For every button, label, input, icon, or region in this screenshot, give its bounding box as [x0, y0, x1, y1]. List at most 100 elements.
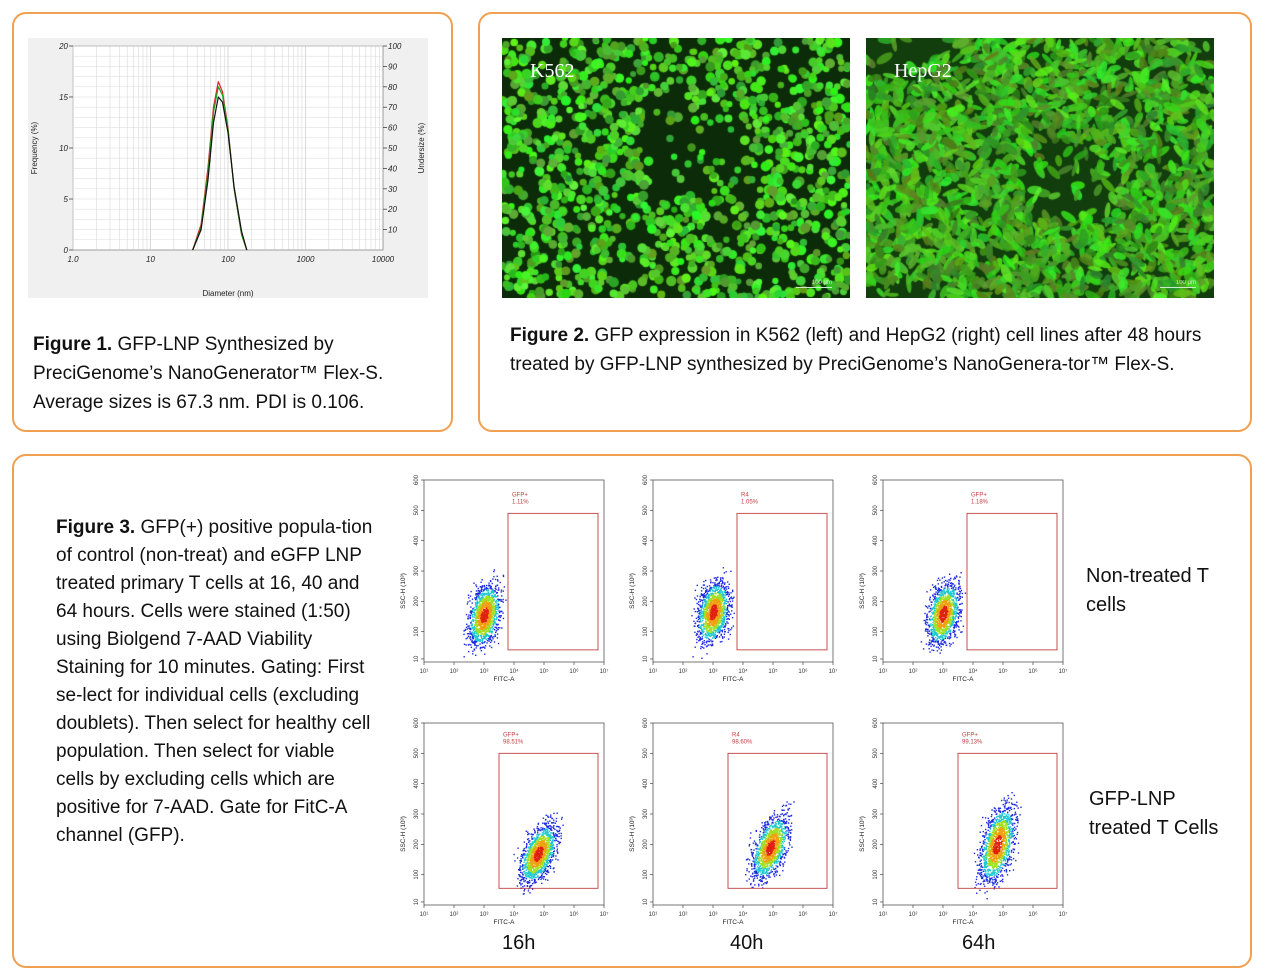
y-axis-label: SSC-H (10³) [400, 816, 407, 852]
y2-tick-label: 70 [388, 103, 397, 112]
event-cloud [745, 801, 795, 889]
x-tick-label: 10¹ [879, 669, 888, 675]
hepg2-scale-text: 100 μm [1175, 280, 1196, 286]
y2-tick-label: 80 [388, 83, 397, 92]
x-axis-label: FITC-A [723, 676, 745, 683]
y-tick-label: 10 [873, 655, 879, 662]
x-tick-label: 10¹ [649, 669, 658, 675]
y-tick-label: 300 [414, 565, 420, 576]
flow-plot-r0-c0: GFP+1.11% 10¹ 10² 10³ 10⁴ 10⁵ 10⁶ 10⁷ 10 100 200 30… [400, 474, 608, 683]
x-axis-label: FITC-A [953, 676, 975, 683]
x-tick-label: 10⁵ [539, 668, 549, 675]
gate-box [736, 512, 828, 651]
size-distribution-chart: 1.0 10 100 1000 10000 0 5 10 15 20 10 20 30 40 50 60 70 8… [28, 38, 428, 298]
x-axis-label: FITC-A [494, 919, 516, 926]
y-tick-label: 300 [873, 808, 879, 819]
gate-label: GFP+ [962, 732, 978, 738]
x-tick-label: 10⁷ [1059, 911, 1068, 918]
y-tick-label: 400 [643, 535, 649, 546]
gate-label: GFP+ [971, 492, 987, 498]
time-label-64h: 64h [962, 932, 996, 954]
figure3-caption-bold: Figure 3. [56, 517, 136, 538]
y-tick-label: 5 [64, 195, 69, 204]
y-tick-label: 600 [414, 717, 420, 728]
x-tick-label: 10⁴ [738, 911, 748, 918]
gate-label: GFP+ [512, 492, 528, 498]
y-tick-label: 600 [873, 474, 879, 485]
x-tick-label: 100 [221, 255, 235, 264]
x-tick-label: 10⁵ [998, 911, 1008, 918]
x-tick-label: 10⁷ [829, 668, 838, 675]
x-tick-label: 10⁶ [1028, 911, 1038, 918]
y2-tick-label: 10 [388, 226, 397, 235]
plot-frame [652, 479, 834, 663]
k562-scale-text: 100 μm [811, 280, 832, 286]
y-tick-label: 200 [414, 839, 420, 850]
gate-box [966, 512, 1058, 651]
figure1-caption-bold: Figure 1. [33, 334, 113, 355]
y-tick-label: 100 [643, 626, 649, 637]
k562-micrograph: K562 100 μm [502, 38, 850, 298]
x-tick-label: 10⁵ [768, 668, 778, 675]
x-axis-label: FITC-A [723, 919, 745, 926]
y-tick-label: 200 [414, 596, 420, 607]
x-tick-label: 10⁴ [509, 911, 519, 918]
flow-plot-r0-c1: R41.05% 10¹ 10² 10³ 10⁴ 10⁵ 10⁶ 10⁷ 10 100 200 300 4… [629, 474, 838, 683]
x-tick-label: 10³ [480, 912, 489, 918]
x-axis-label: Diameter (nm) [202, 289, 253, 298]
k562-micrograph-canvas [502, 38, 850, 298]
time-label-40h: 40h [730, 932, 764, 954]
x-tick-label: 10³ [480, 669, 489, 675]
y-axis-label: SSC-H (10³) [629, 816, 636, 852]
x-tick-label: 10³ [709, 669, 718, 675]
flow-plot-r0-c2: GFP+1.18% 10¹ 10² 10³ 10⁴ 10⁵ 10⁶ 10⁷ 10 100 200 30… [859, 474, 1067, 683]
y-tick-label: 400 [873, 535, 879, 546]
y2-tick-label: 60 [388, 124, 397, 133]
y-tick-label: 500 [643, 748, 649, 759]
y-tick-label: 100 [873, 626, 879, 637]
event-cloud [463, 569, 507, 658]
x-tick-label: 10² [679, 912, 688, 918]
x-tick-label: 10³ [939, 669, 948, 675]
x-tick-label: 10² [450, 912, 459, 918]
y-tick-label: 100 [414, 626, 420, 637]
y-tick-label: 400 [414, 778, 420, 789]
y-tick-label: 10 [873, 898, 879, 905]
gate-box [507, 512, 599, 651]
y-tick-label: 10 [414, 898, 420, 905]
gate-percent: 99.13% [962, 739, 983, 745]
event-cloud [513, 812, 564, 895]
y-axis-label: SSC-H (10³) [859, 573, 866, 609]
x-tick-label: 10² [679, 669, 688, 675]
y-axis-label: Frequency (%) [30, 121, 39, 174]
y-tick-label: 15 [59, 93, 68, 102]
x-axis-label: FITC-A [494, 676, 516, 683]
y-tick-label: 600 [873, 717, 879, 728]
x-tick-label: 10² [450, 669, 459, 675]
hepg2-label: HepG2 [894, 60, 952, 82]
gate-box [727, 752, 828, 889]
y-tick-label: 500 [873, 748, 879, 759]
x-tick-label: 10³ [939, 912, 948, 918]
x-tick-label: 10⁵ [998, 668, 1008, 675]
y2-tick-label: 100 [388, 42, 402, 51]
size-distribution-svg: 1.0 10 100 1000 10000 0 5 10 15 20 10 20 30 40 50 60 70 8… [30, 42, 426, 298]
y-tick-label: 500 [414, 748, 420, 759]
y-axis-label: SSC-H (10³) [400, 573, 407, 609]
y-tick-label: 300 [414, 808, 420, 819]
x-tick-label: 10⁶ [798, 911, 808, 918]
figure2-caption: Figure 2. GFP expression in K562 (left) … [510, 321, 1230, 379]
y2-axis-label: Undersize (%) [417, 122, 426, 173]
flow-plot-r1-c0: GFP+98.51% 10¹ 10² 10³ 10⁴ 10⁵ 10⁶ 10⁷ 10 100 200 3… [400, 717, 608, 926]
y2-tick-label: 40 [388, 164, 397, 173]
y-tick-label: 20 [58, 42, 68, 51]
plot-frame [882, 479, 1064, 663]
x-tick-label: 10¹ [420, 669, 429, 675]
y-axis-label: SSC-H (10³) [859, 816, 866, 852]
y-tick-label: 300 [873, 565, 879, 576]
x-axis-label: FITC-A [953, 919, 975, 926]
gate-label: GFP+ [503, 732, 519, 738]
y-tick-label: 100 [873, 869, 879, 880]
y-tick-label: 0 [64, 246, 69, 255]
